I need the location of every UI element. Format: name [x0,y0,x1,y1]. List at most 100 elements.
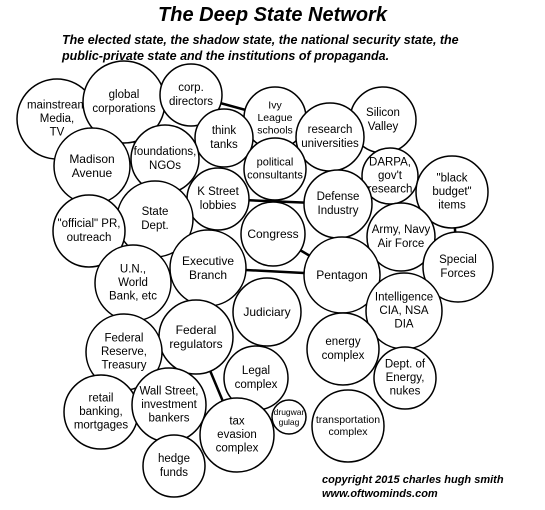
drugwar-gulag-circle [271,399,307,435]
hedge-funds-label-line-2: funds [160,467,188,479]
diagram-subtitle: The elected state, the shadow state, the… [62,32,532,64]
darpa-govt-research-label-line-2: gov't [378,170,403,182]
silicon-valley-label-line-2: Valley [368,121,399,133]
tax-evasion-complex-label-line-3: complex [216,443,259,455]
wall-street-investment-bankers-label-line-1: Wall Street, [139,385,198,397]
special-forces-label-line-2: Forces [440,268,475,280]
transportation-complex-label-line-2: complex [328,426,368,438]
node-intelligence-cia-nsa-dia: Intelligence CIA, NSA DIA [365,272,443,350]
darpa-govt-research-circle [361,147,419,205]
congress-circle [240,201,306,267]
un-world-bank-label-line-2: World [118,277,148,289]
node-tax-evasion-complex: tax evasion complex [199,397,275,473]
wall-street-investment-bankers-label-line-3: bankers [149,413,190,425]
mainstream-media-label-line-1: mainstream [27,99,87,111]
dept-of-energy-nukes-label-line-3: nukes [390,386,421,398]
retail-banking-mortgages-label-line-1: retail [89,392,114,404]
defense-industry-label-line-2: Industry [318,205,359,217]
federal-reserve-treasury-label-line-1: Federal [105,332,144,344]
copyright-line: copyright 2015 charles hugh smith [322,474,504,486]
black-budget-items-label-line-3: items [438,200,466,212]
think-tanks-label-line-1: think [212,125,237,137]
node-retail-banking-mortgages: retail banking, mortgages [63,374,139,450]
ivy-league-schools-label-line-1: Ivy [268,100,282,112]
drugwar-gulag-label-line-1: drugwar [274,407,305,417]
node-army-navy-air-force: Army, Navy Air Force [366,202,436,272]
defense-industry-label-line-1: Defense [317,191,360,203]
node-foundations-ngos: foundations, NGOs [130,124,200,194]
executive-branch-label-line-2: Branch [189,268,227,282]
dept-of-energy-nukes-label-line-1: Dept. of [385,358,426,370]
tax-evasion-complex-label-line-2: evasion [217,429,257,441]
tax-evasion-complex-label-line-1: tax [229,415,245,427]
political-consultants-label-line-2: consultants [247,169,303,181]
research-universities-label-line-1: research [308,124,353,136]
network-nodes: mainstreamMedia,TVglobalcorporationscorp… [16,60,494,498]
node-legal-complex: Legal complex [223,345,289,411]
node-official-pr-outreach: "official" PR, outreach [52,194,126,268]
node-wall-street-investment-bankers: Wall Street, investment bankers [131,367,207,443]
mainstream-media-label-line-3: TV [50,127,65,139]
judiciary-circle [232,277,302,347]
node-global-corporations: global corporations [82,60,166,144]
node-corp-directors: corp. directors [159,63,223,127]
intelligence-cia-nsa-dia-label-line-3: DIA [394,319,414,331]
think-tanks-label-line-2: tanks [210,139,238,151]
intelligence-cia-nsa-dia-label-line-2: CIA, NSA [379,305,429,317]
node-un-world-bank: U.N., World Bank, etc [94,244,172,322]
ivy-league-schools-label-line-2: League [257,112,292,124]
official-pr-outreach-circle [52,194,126,268]
tax-evasion-complex-circle [199,397,275,473]
madison-avenue-label-line-2: Avenue [72,166,113,180]
energy-complex-circle [306,312,380,386]
black-budget-items-label-line-1: "black [437,172,468,184]
node-research-universities: research universities [295,102,365,172]
madison-avenue-label-line-1: Madison [69,152,114,166]
k-street-lobbies-label-line-2: lobbies [200,200,237,212]
black-budget-items-circle [415,155,489,229]
legal-complex-label-line-1: Legal [242,365,270,377]
retail-banking-mortgages-label-line-3: mortgages [74,420,129,432]
official-pr-outreach-label-line-2: outreach [67,232,112,244]
dept-of-energy-nukes-circle [373,346,437,410]
corp-directors-label-line-1: corp. [178,82,204,94]
darpa-govt-research-label-line-1: DARPA, [369,156,411,168]
intelligence-cia-nsa-dia-label-line-1: Intelligence [375,291,433,303]
think-tanks-circle [194,108,254,168]
hedge-funds-circle [142,434,206,498]
state-dept-label-line-1: State [142,206,169,218]
corp-directors-label-line-2: directors [169,96,213,108]
transportation-complex-label-line-1: transportation [316,414,380,426]
diagram-title: The Deep State Network [158,4,387,26]
silicon-valley-label-line-1: Silicon [366,107,400,119]
k-street-lobbies-label-line-1: K Street [197,186,239,198]
global-corporations-label-line-2: corporations [92,103,156,115]
corp-directors-circle [159,63,223,127]
node-hedge-funds: hedge funds [142,434,206,498]
node-judiciary: Judiciary [232,277,302,347]
dept-of-energy-nukes-label-line-2: Energy, [386,372,425,384]
political-consultants-label-line-1: political [257,157,294,169]
federal-regulators-label-line-2: regulators [169,337,222,351]
node-black-budget-items: "black budget" items [415,155,489,229]
army-navy-air-force-circle [366,202,436,272]
drugwar-gulag-label-line-2: gulag [279,417,300,427]
node-defense-industry: Defense Industry [303,169,373,239]
transportation-complex-circle [311,389,385,463]
darpa-govt-research-label-line-3: research [368,184,413,196]
node-dept-of-energy-nukes: Dept. of Energy, nukes [373,346,437,410]
official-pr-outreach-label-line-1: "official" PR, [58,218,121,230]
energy-complex-label-line-2: complex [322,350,365,362]
subtitle-line-2: public-private state and the institution… [62,49,390,63]
judiciary-label-line-1: Judiciary [243,305,290,319]
political-consultants-circle [243,137,307,201]
black-budget-items-label-line-2: budget" [432,186,471,198]
subtitle-line-1: The elected state, the shadow state, the… [62,33,459,47]
